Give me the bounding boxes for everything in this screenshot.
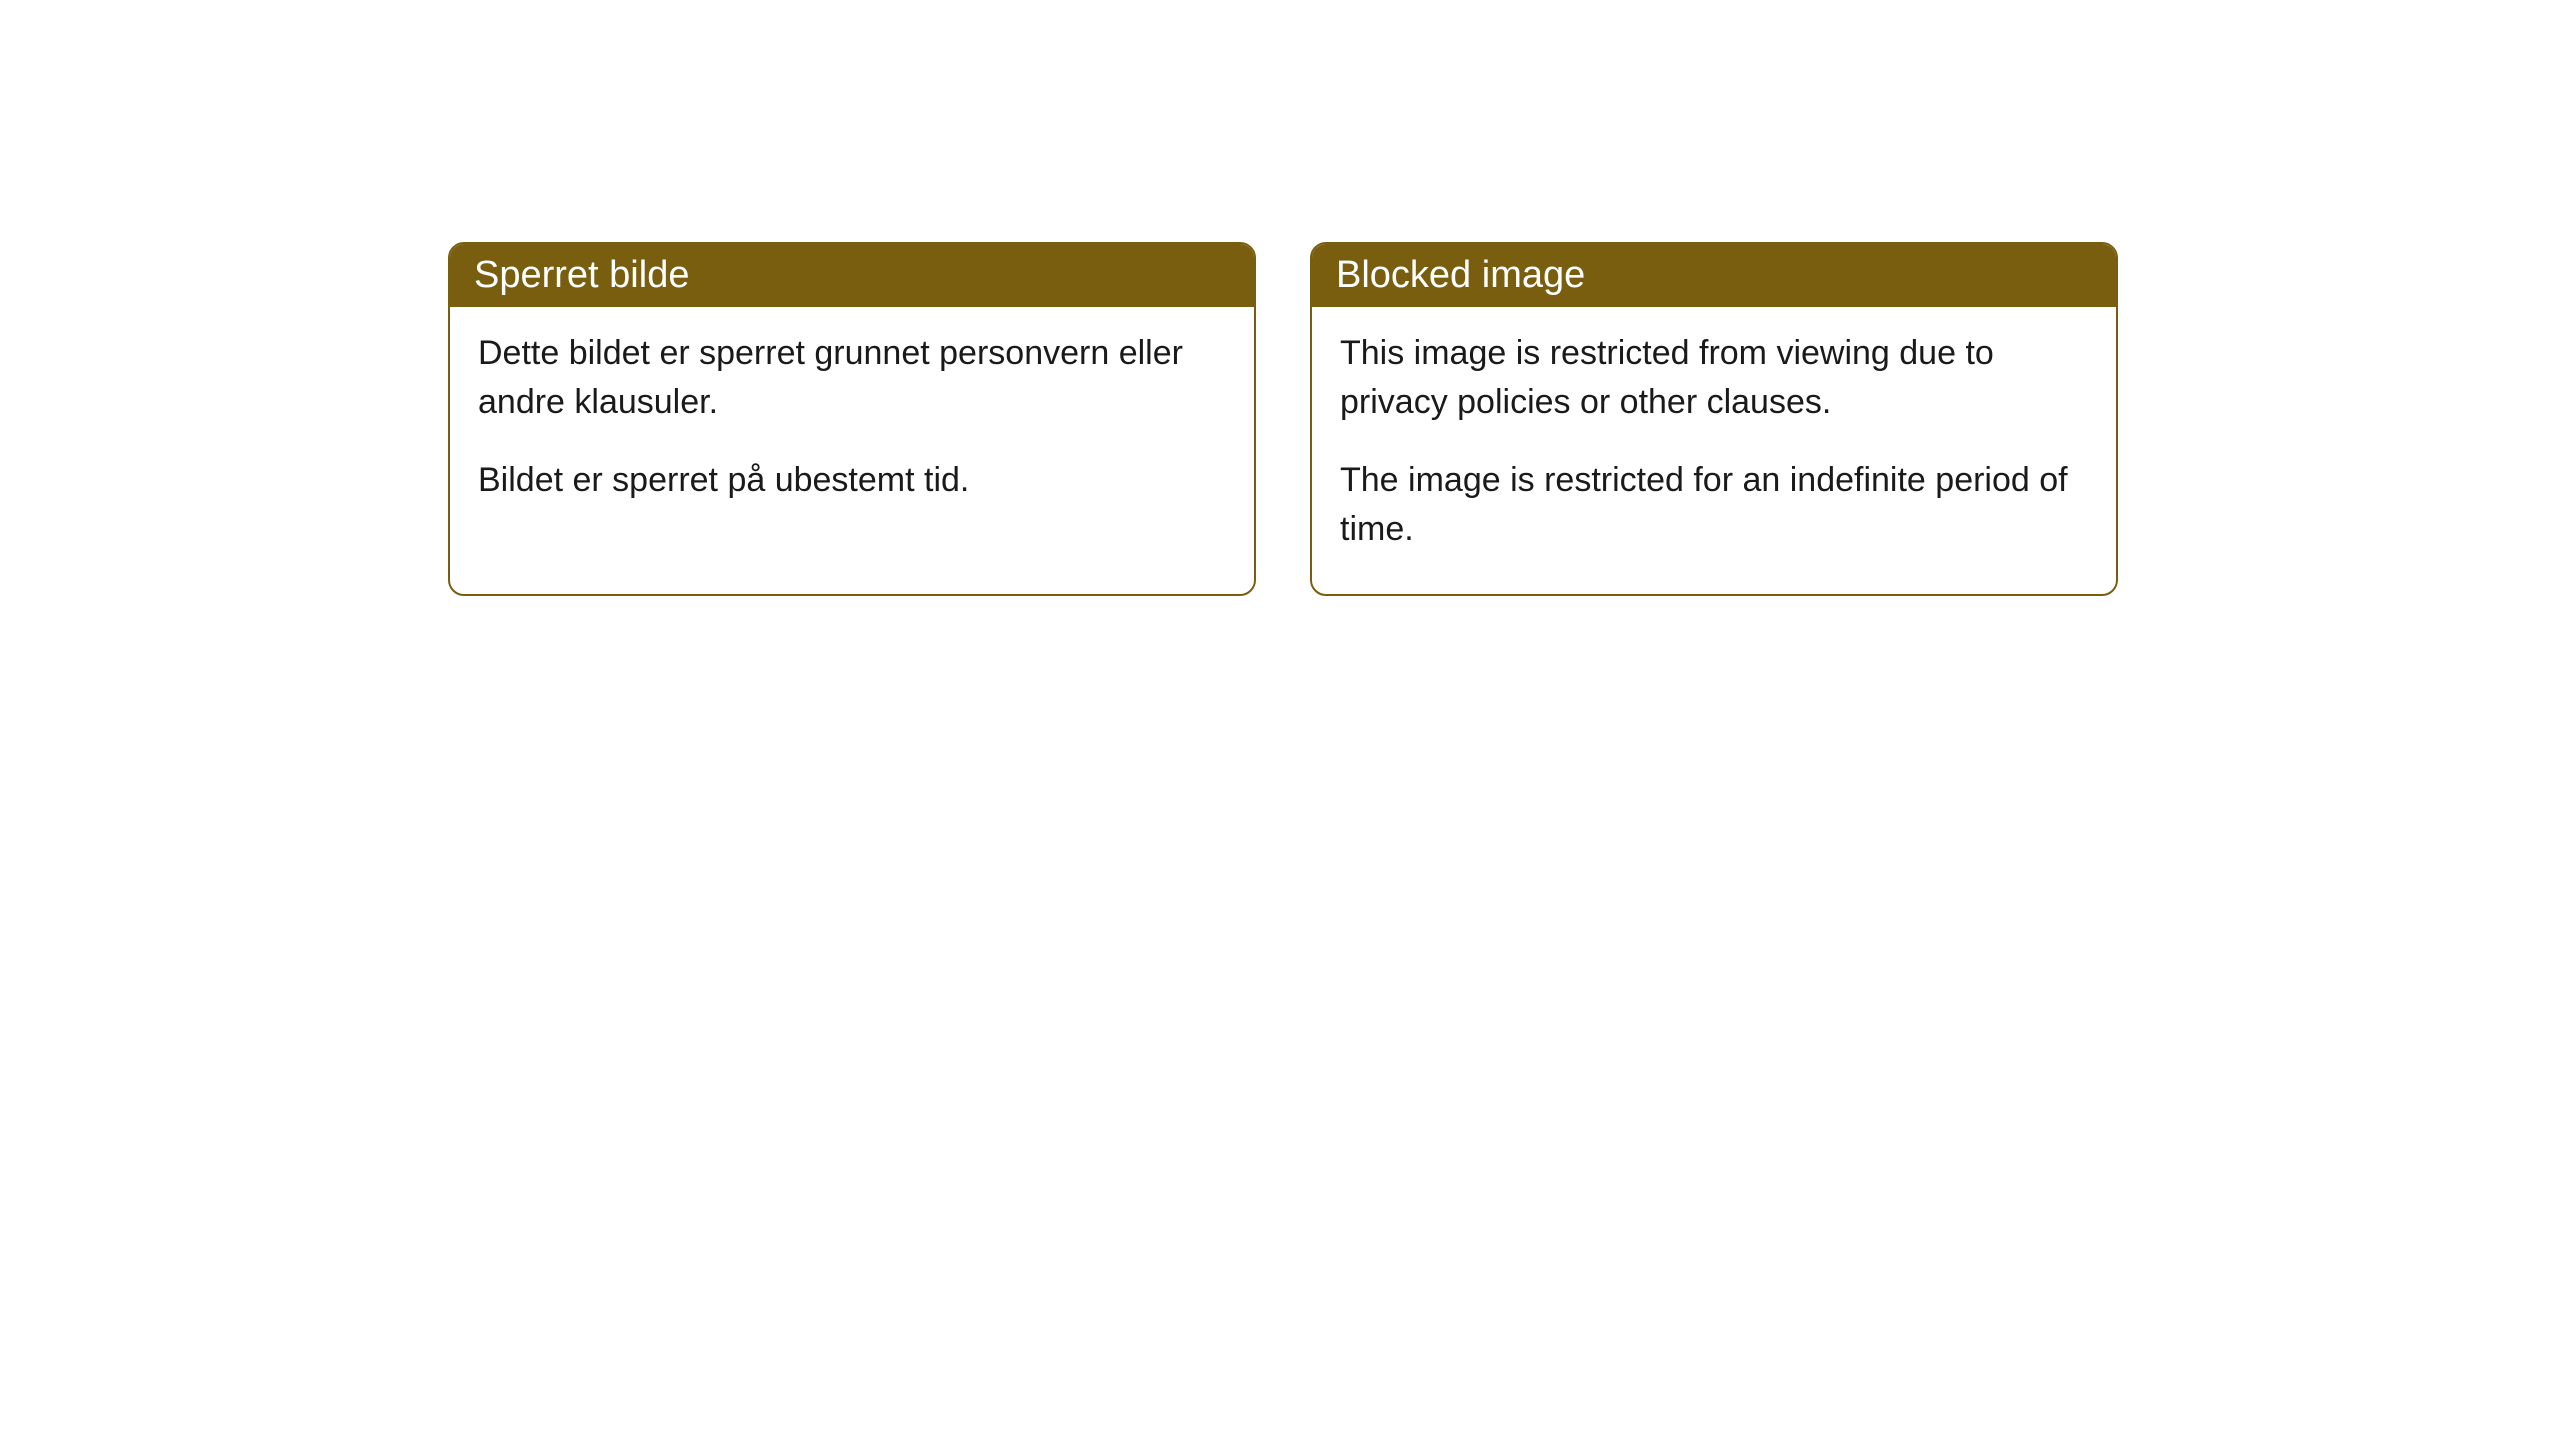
card-text: Dette bildet er sperret grunnet personve… (478, 329, 1226, 428)
cards-container: Sperret bilde Dette bildet er sperret gr… (448, 242, 2118, 596)
card-text: This image is restricted from viewing du… (1340, 329, 2088, 428)
card-body-norwegian: Dette bildet er sperret grunnet personve… (450, 307, 1254, 545)
card-header-english: Blocked image (1312, 244, 2116, 307)
card-norwegian: Sperret bilde Dette bildet er sperret gr… (448, 242, 1256, 596)
card-header-norwegian: Sperret bilde (450, 244, 1254, 307)
card-text: The image is restricted for an indefinit… (1340, 456, 2088, 555)
card-english: Blocked image This image is restricted f… (1310, 242, 2118, 596)
card-text: Bildet er sperret på ubestemt tid. (478, 456, 1226, 505)
card-body-english: This image is restricted from viewing du… (1312, 307, 2116, 594)
